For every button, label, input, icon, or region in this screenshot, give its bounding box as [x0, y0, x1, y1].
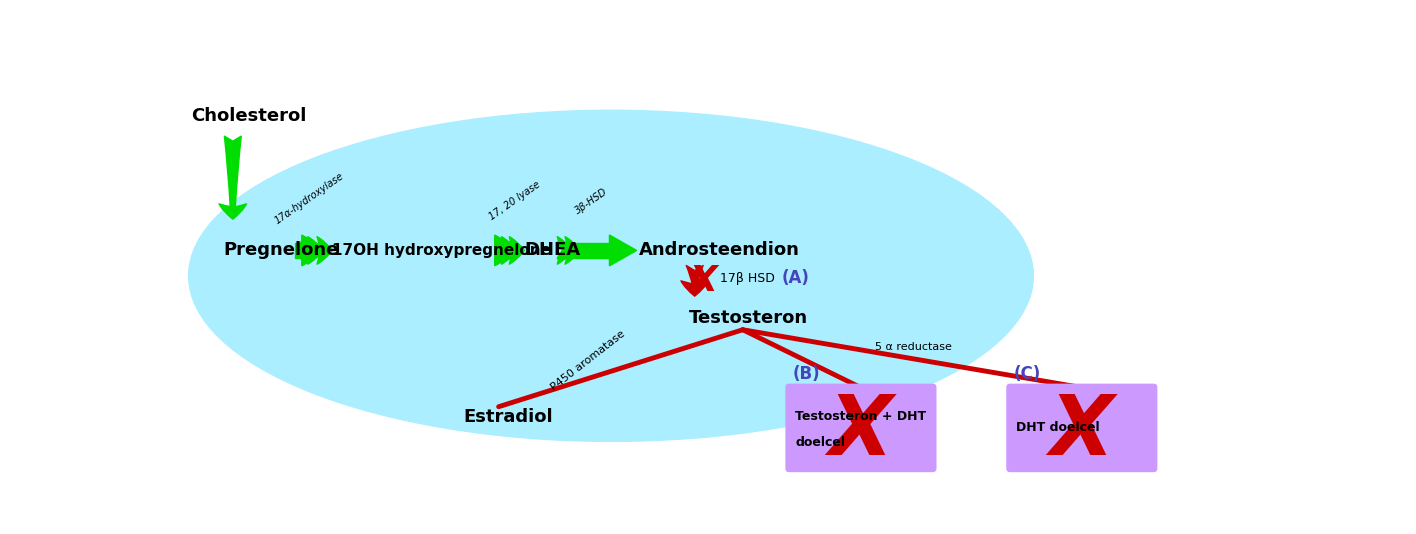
Polygon shape	[494, 235, 523, 266]
Text: 5 α reductase: 5 α reductase	[875, 342, 952, 352]
Bar	[498, 243, 511, 258]
Text: Cholesterol: Cholesterol	[191, 107, 306, 125]
Text: P450 aromatase: P450 aromatase	[549, 328, 627, 392]
Text: Estradiol: Estradiol	[464, 408, 554, 426]
Text: X: X	[690, 264, 718, 298]
Text: (A): (A)	[782, 269, 810, 287]
Ellipse shape	[188, 111, 1034, 442]
Text: DHEA: DHEA	[524, 241, 581, 260]
Bar	[295, 243, 306, 258]
Text: 17β HSD: 17β HSD	[719, 272, 775, 285]
Text: 3β-HSD: 3β-HSD	[573, 186, 610, 216]
Polygon shape	[302, 235, 329, 266]
Text: doelcel: doelcel	[796, 436, 845, 450]
Bar	[565, 243, 613, 258]
Polygon shape	[609, 235, 637, 266]
FancyBboxPatch shape	[1007, 383, 1157, 472]
Text: Testosteron: Testosteron	[688, 309, 807, 327]
Text: (C): (C)	[1014, 365, 1041, 383]
Text: 17, 20 lyase: 17, 20 lyase	[487, 180, 542, 223]
Text: Pregnelone: Pregnelone	[224, 241, 338, 260]
Text: Androsteendion: Androsteendion	[639, 241, 800, 260]
Text: (B): (B)	[793, 365, 821, 383]
FancyBboxPatch shape	[786, 383, 936, 472]
Text: 17α-hydroxylase: 17α-hydroxylase	[272, 171, 346, 226]
Text: X: X	[828, 391, 892, 472]
Text: DHT doelcel: DHT doelcel	[1017, 421, 1100, 434]
Text: Testosteron + DHT: Testosteron + DHT	[796, 410, 926, 423]
Text: 17OH hydroxypregnelone: 17OH hydroxypregnelone	[331, 243, 551, 258]
Text: X: X	[1049, 391, 1113, 472]
